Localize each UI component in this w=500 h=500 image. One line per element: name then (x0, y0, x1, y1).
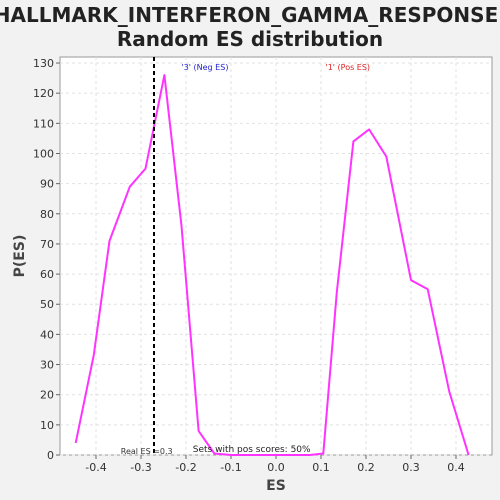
y-tick-label: 50 (40, 298, 54, 311)
es-distribution-line (74, 74, 470, 456)
x-tick-label: -0.3 (130, 461, 151, 474)
real-es-label: Real ES =0.3 (121, 447, 173, 456)
x-tick-label: 0.3 (402, 461, 420, 474)
chart-title-line-2: Random ES distribution (117, 27, 383, 51)
x-tick-label: -0.1 (220, 461, 241, 474)
y-tick-label: 120 (33, 87, 54, 100)
x-tick-label: 0.2 (357, 461, 375, 474)
x-tick-label: 0.4 (447, 461, 465, 474)
pos-es-label: '1' (Pos ES) (326, 63, 371, 72)
x-tick-label: -0.4 (85, 461, 106, 474)
series-layer (74, 74, 470, 456)
x-tick-label: -0.2 (175, 461, 196, 474)
y-tick-label: 40 (40, 328, 54, 341)
pos-scores-label: Sets with pos scores: 50% (193, 445, 311, 455)
y-tick-label: 60 (40, 268, 54, 281)
x-tick-label: 0.1 (312, 461, 330, 474)
x-axis-title: ES (266, 478, 286, 494)
y-tick-label: 30 (40, 359, 54, 372)
y-tick-label: 10 (40, 419, 54, 432)
y-tick-label: 130 (33, 57, 54, 70)
y-tick-label: 20 (40, 389, 54, 402)
y-tick-label: 0 (47, 449, 54, 462)
x-tick-label: 0.0 (267, 461, 285, 474)
chart-title-line-1: HALLMARK_INTERFERON_GAMMA_RESPONSE: (0, 3, 500, 27)
y-tick-label: 80 (40, 208, 54, 221)
y-axis-title: P(ES) (12, 235, 28, 278)
y-tick-label: 110 (33, 117, 54, 130)
y-tick-label: 70 (40, 238, 54, 251)
axis-ticks: 0 10 20 30 40 50 60 70 80 90 100 110 120 130 -0.4 -0.3 -… (33, 57, 465, 474)
y-tick-label: 90 (40, 178, 54, 191)
neg-es-label: '3' (Neg ES) (182, 63, 229, 72)
y-tick-label: 100 (33, 147, 54, 160)
